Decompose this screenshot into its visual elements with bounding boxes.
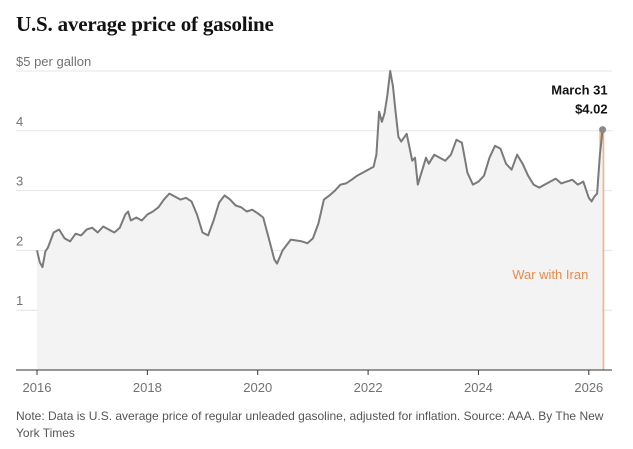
y-tick-label-1: 1	[16, 293, 23, 308]
x-tick-label-2024: 2024	[464, 380, 493, 395]
event-label: War with Iran	[512, 267, 588, 282]
y-tick-label-2: 2	[16, 233, 23, 248]
y-axis-ticks: $5 per gallon 4 3 2 1	[16, 54, 91, 308]
price-line	[36, 70, 604, 269]
x-tick-label-2016: 2016	[23, 380, 52, 395]
x-tick-label-2022: 2022	[354, 380, 383, 395]
source-note: Note: Data is U.S. average price of regu…	[16, 409, 604, 440]
y-tick-label-4: 4	[16, 114, 23, 129]
x-tick-label-2018: 2018	[133, 380, 162, 395]
y-tick-label-3: 3	[16, 174, 23, 189]
endpoint-marker	[599, 126, 607, 134]
x-axis-ticks: 2016 2018 2020 2022 2024 2026	[23, 370, 603, 395]
chart-title: U.S. average price of gasoline	[16, 12, 274, 36]
endpoint-date-label: March 31	[551, 83, 607, 98]
endpoint-value-label: $4.02	[575, 102, 608, 117]
x-tick-label-2026: 2026	[574, 380, 603, 395]
x-tick-label-2020: 2020	[243, 380, 272, 395]
y-tick-label-5: $5 per gallon	[16, 54, 91, 69]
